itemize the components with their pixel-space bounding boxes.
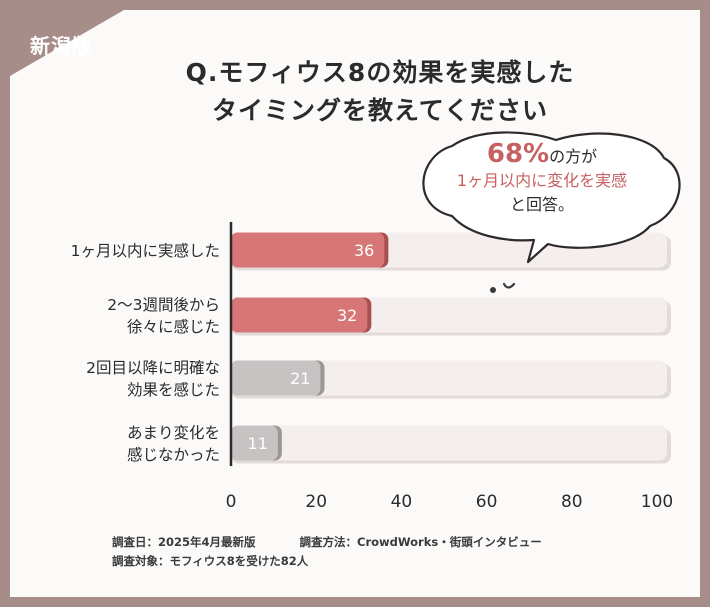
bar [231, 360, 321, 396]
data-label: 36 [354, 241, 374, 260]
callout-percent: 68% [486, 139, 550, 169]
survey-subject: 調査対象：モフィウス8を受けた82人 [112, 554, 309, 568]
x-tick-label: 60 [476, 492, 498, 512]
x-tick-label: 80 [561, 492, 583, 512]
question-title-line-2: タイミングを教えてください [211, 96, 548, 125]
category-label: 感じなかった [127, 446, 220, 464]
callout-text-3: と回答。 [509, 195, 574, 214]
category-label: 徐々に感じた [127, 318, 220, 336]
category-label: 2〜3週間後から [107, 296, 220, 314]
data-label: 21 [290, 369, 310, 388]
question-title: Q.モフィウス8の効果を実感した タイミングを教えてください [120, 54, 640, 130]
category-label: あまり変化を [127, 424, 220, 442]
callout-text-2: 1ヶ月以内に変化を実感 [456, 171, 628, 190]
bar [231, 425, 278, 461]
x-tick-label: 100 [641, 492, 673, 512]
bar-track [231, 425, 667, 461]
bar [231, 232, 385, 268]
callout-text-1: の方が [549, 147, 598, 166]
x-tick-label: 40 [391, 492, 413, 512]
survey-date: 調査日：2025年4月最新版 [112, 535, 256, 549]
category-label: 1ヶ月以内に実感した [71, 242, 220, 260]
x-tick-label: 20 [305, 492, 327, 512]
category-label: 2回目以降に明確な [86, 359, 220, 377]
survey-footer: 調査日：2025年4月最新版 調査方法：CrowdWorks・街頭インタビュー 調… [112, 533, 672, 571]
survey-method: 調査方法：CrowdWorks・街頭インタビュー [299, 535, 542, 549]
x-tick-label: 0 [226, 492, 237, 512]
category-label: 効果を感じた [127, 381, 220, 399]
bar-track [231, 360, 667, 396]
edition-badge: 新潟版 [30, 34, 93, 58]
data-label: 32 [337, 306, 357, 325]
callout-text: 68%の方が 1ヶ月以内に変化を実感 と回答。 [412, 139, 672, 217]
bar [231, 297, 368, 333]
data-label: 11 [248, 434, 268, 453]
question-title-line-1: Q.モフィウス8の効果を実感した [185, 58, 575, 87]
